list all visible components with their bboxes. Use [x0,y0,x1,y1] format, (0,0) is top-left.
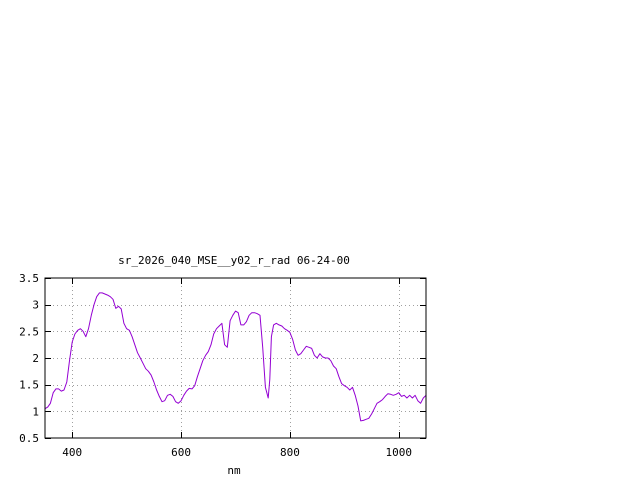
x-axis-label: nm [227,464,241,477]
series-line-0 [44,292,427,422]
y-tick-label: 2.5 [19,325,39,338]
x-tick-label: 1000 [386,446,413,459]
y-tick-label: 3.5 [19,272,39,285]
chart-title: sr_2026_040_MSE__y02_r_rad 06-24-00 [118,254,350,267]
y-tick-labels: 0.5 1 1.5 2 2.5 3 3.5 [19,272,39,445]
plot-frame [44,277,427,439]
tick-marks [45,278,426,439]
x-tick-label: 600 [171,446,191,459]
series-layer [44,292,427,422]
grid-lines [45,278,426,438]
y-tick-label: 3 [32,299,39,312]
x-tick-label: 800 [280,446,300,459]
y-tick-label: 1.5 [19,379,39,392]
x-tick-labels: 400 600 800 1000 [62,446,412,459]
y-tick-label: 1 [32,405,39,418]
x-tick-label: 400 [62,446,82,459]
y-tick-label: 0.5 [19,432,39,445]
y-tick-label: 2 [32,352,39,365]
